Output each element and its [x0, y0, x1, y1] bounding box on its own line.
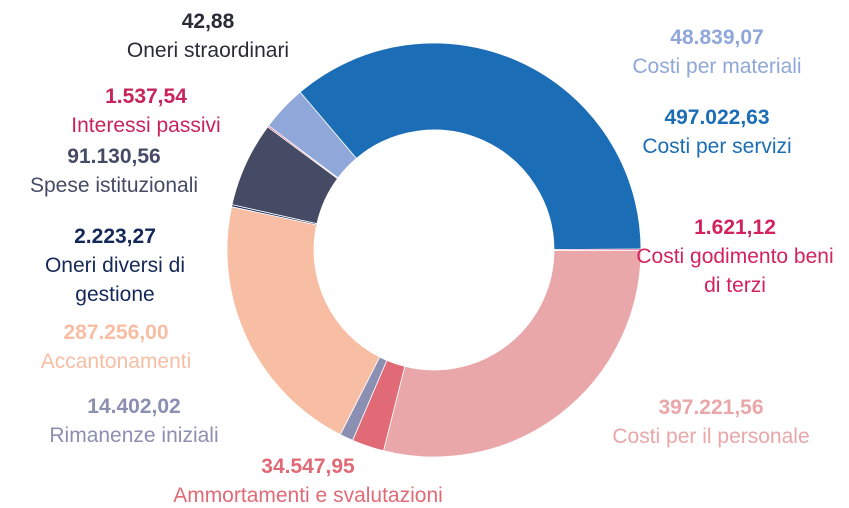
slice-label: 14.402,02 Rimanenze iniziali — [14, 392, 254, 450]
category-label: Ammortamenti e svalutazioni — [173, 484, 443, 507]
category-label: Spese istituzionali — [29, 174, 199, 197]
value-label: 497.022,63 — [664, 106, 770, 129]
slice-label: 1.537,54 Interessi passivi — [26, 82, 266, 140]
slice — [267, 91, 357, 179]
value-label: 91.130,56 — [67, 145, 161, 168]
slice — [299, 42, 642, 250]
category-label: Costi per materiali — [632, 55, 802, 78]
slice-label: 34.547,95 Ammortamenti e svalutazioni — [128, 452, 488, 508]
slice — [226, 206, 381, 436]
value-label: 42,88 — [181, 10, 235, 33]
slice-label: 287.256,00 Accantonamenti — [0, 318, 236, 376]
slice-label: 497.022,63 Costi per servizi — [607, 103, 827, 161]
category-label: Oneri straordinari — [126, 39, 290, 62]
value-label: 14.402,02 — [87, 395, 181, 418]
category-label: Costi per servizi — [642, 135, 792, 158]
slice-label: 42,88 Oneri straordinari — [88, 7, 328, 65]
slice-label: 91.130,56 Spese istituzionali — [0, 142, 234, 200]
value-label: 48.839,07 — [670, 26, 764, 49]
value-label: 1.621,12 — [694, 216, 776, 239]
slice-label: 48.839,07 Costi per materiali — [597, 23, 837, 81]
value-label: 1.537,54 — [105, 85, 187, 108]
category-label: Costi godimento beni di terzi — [636, 245, 834, 297]
value-label: 397.221,56 — [658, 396, 764, 419]
category-label: Costi per il personale — [612, 425, 810, 448]
slice-label: 2.223,27 Oneri diversi di gestione — [35, 222, 195, 309]
category-label: Accantonamenti — [40, 350, 192, 373]
value-label: 2.223,27 — [74, 225, 156, 248]
value-label: 34.547,95 — [261, 455, 355, 478]
slice — [383, 249, 642, 458]
category-label: Oneri diversi di gestione — [44, 254, 186, 306]
slice-label: 1.621,12 Costi godimento beni di terzi — [635, 213, 835, 300]
value-label: 287.256,00 — [63, 321, 169, 344]
category-label: Interessi passivi — [71, 114, 221, 137]
category-label: Rimanenze iniziali — [49, 424, 219, 447]
slice-label: 397.221,56 Costi per il personale — [581, 393, 841, 451]
